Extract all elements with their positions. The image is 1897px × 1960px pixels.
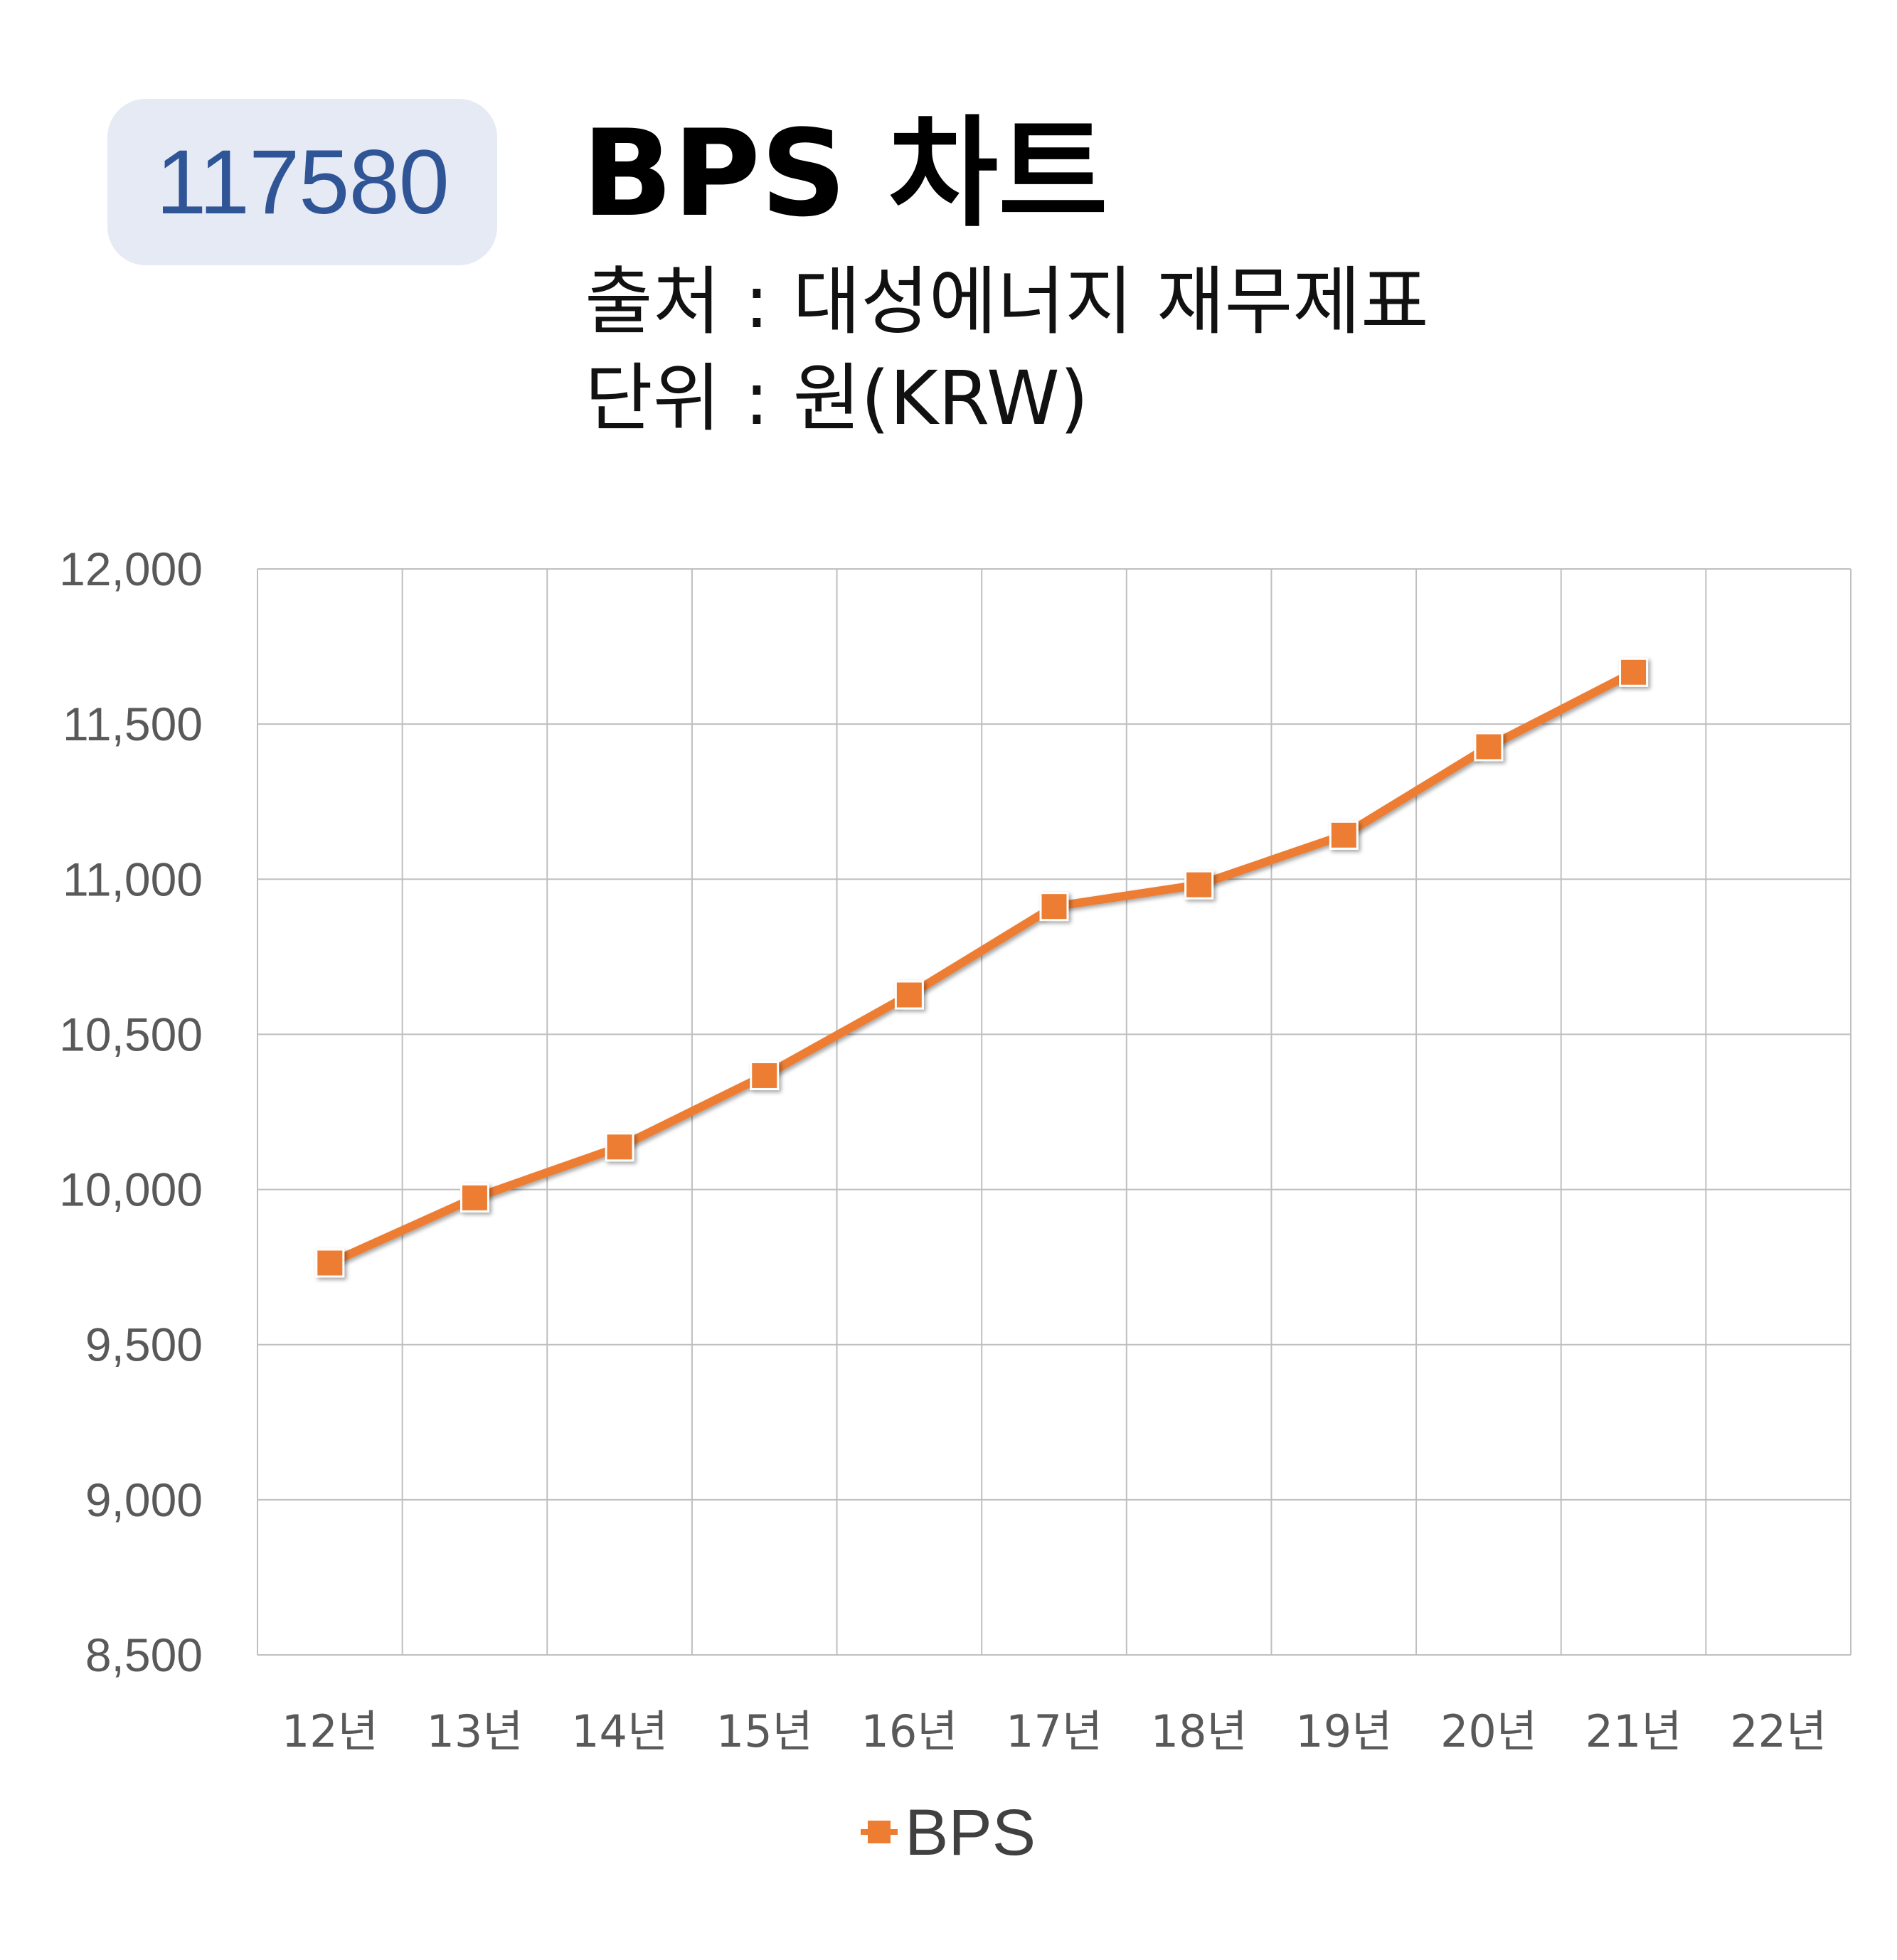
data-point-marker	[894, 980, 924, 1010]
chart-source: 출처 : 대성에너지 재무제표	[585, 258, 1429, 345]
data-point-marker	[1474, 732, 1504, 762]
y-axis: 8,500 9,000 9,500 10,000 10,500 11,000 11,500 1…	[59, 543, 203, 1681]
y-tick-label: 9,500	[85, 1319, 203, 1371]
legend-label-bps: BPS	[905, 1796, 1036, 1869]
series-line	[325, 668, 1638, 1267]
x-axis: 12년 13년 14년 15년 16년 17년 18년 19년 20년 21년 22년	[282, 1705, 1827, 1757]
y-tick-label: 11,000	[63, 853, 203, 905]
x-tick-label: 12년	[282, 1705, 378, 1757]
data-point-marker	[1184, 870, 1214, 900]
x-tick-label: 21년	[1585, 1705, 1682, 1757]
y-tick-label: 11,500	[63, 698, 203, 750]
data-point-marker	[459, 1183, 489, 1213]
data-point-marker	[1329, 820, 1359, 850]
x-tick-label: 18년	[1151, 1705, 1248, 1757]
x-tick-label: 14년	[571, 1705, 668, 1757]
data-point-marker	[750, 1060, 780, 1090]
x-tick-label: 16년	[861, 1705, 957, 1757]
data-point-marker	[605, 1132, 634, 1162]
x-tick-label: 19년	[1295, 1705, 1392, 1757]
legend: BPS	[861, 1796, 1036, 1869]
y-tick-label: 9,000	[85, 1474, 203, 1526]
x-tick-label: 13년	[426, 1705, 523, 1757]
x-tick-label: 20년	[1440, 1705, 1537, 1757]
data-point-marker	[1039, 892, 1069, 922]
x-tick-label: 22년	[1730, 1705, 1827, 1757]
y-tick-label: 10,000	[59, 1163, 203, 1216]
data-point-marker	[1619, 657, 1649, 687]
x-tick-label: 17년	[1006, 1705, 1102, 1757]
stock-code: 117580	[156, 131, 450, 233]
chart-unit: 단위 : 원(KRW)	[585, 355, 1089, 442]
legend-marker	[868, 1821, 891, 1843]
plot-grid	[257, 568, 1851, 1656]
data-point-marker	[315, 1248, 345, 1278]
y-tick-label: 8,500	[85, 1629, 203, 1681]
y-tick-label: 12,000	[59, 543, 203, 595]
stock-code-badge: 117580	[107, 99, 497, 265]
x-tick-label: 15년	[716, 1705, 813, 1757]
y-tick-label: 10,500	[59, 1008, 203, 1060]
series-bps	[315, 657, 1649, 1278]
chart-title: BPS 차트	[582, 104, 1108, 243]
